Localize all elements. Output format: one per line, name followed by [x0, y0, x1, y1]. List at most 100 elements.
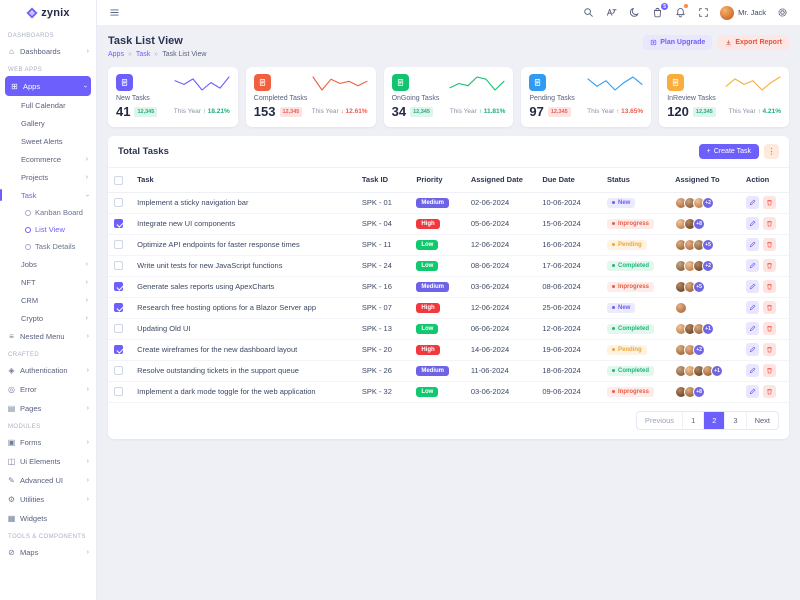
- sidebar-item-crm[interactable]: CRM ›: [0, 291, 96, 309]
- sidebar-item-nested-menu[interactable]: ≡ Nested Menu ›: [0, 327, 96, 346]
- select-all-checkbox[interactable]: [114, 175, 123, 185]
- row-checkbox[interactable]: [114, 324, 123, 334]
- edit-button[interactable]: [745, 364, 759, 378]
- column-header-task-id: Task ID: [355, 168, 411, 193]
- sidebar-item-kanban-board[interactable]: Kanban Board: [0, 204, 96, 221]
- column-header-assigned-to: Assigned To: [669, 168, 740, 193]
- stat-card-change: This Year ↑ 4.21%: [729, 108, 781, 115]
- stat-card-badge: 12,345: [134, 106, 158, 117]
- pagination-page-3[interactable]: 3: [724, 411, 745, 429]
- row-checkbox[interactable]: [114, 198, 123, 208]
- edit-button[interactable]: [745, 385, 759, 399]
- row-checkbox[interactable]: [114, 261, 123, 271]
- stat-card-change: This Year ↓ 12.61%: [312, 108, 368, 115]
- assignee-more-badge: +2: [702, 259, 715, 272]
- delete-button[interactable]: [762, 364, 776, 378]
- delete-button[interactable]: [762, 259, 776, 273]
- row-checkbox[interactable]: [114, 282, 123, 292]
- stat-card-completed-tasks: Completed Tasks 153 12,345 This Year ↓ 1…: [245, 67, 376, 127]
- breadcrumb-link[interactable]: Task: [135, 51, 151, 58]
- status-dot-icon: [612, 390, 615, 394]
- export-report-button[interactable]: Export Report: [718, 35, 789, 50]
- sidebar-item-sweet-alerts[interactable]: Sweet Alerts: [0, 132, 96, 150]
- sidebar-item-task[interactable]: Task ›: [0, 186, 96, 204]
- row-checkbox[interactable]: [114, 303, 123, 313]
- chevron-right-icon: ›: [86, 549, 89, 556]
- delete-button[interactable]: [762, 385, 776, 399]
- row-checkbox[interactable]: [114, 366, 123, 376]
- breadcrumb-link[interactable]: Apps: [108, 51, 124, 58]
- pagination-page-2[interactable]: 2: [703, 411, 725, 429]
- delete-button[interactable]: [762, 280, 776, 294]
- apps-grid-icon: ⊞: [11, 81, 18, 91]
- breadcrumb: Apps» Task» Task List View: [108, 51, 206, 58]
- edit-button[interactable]: [745, 343, 759, 357]
- brand-logo[interactable]: zynix: [0, 0, 96, 26]
- translate-icon[interactable]: [605, 6, 618, 19]
- plan-upgrade-button[interactable]: Plan Upgrade: [643, 35, 713, 50]
- sidebar-item-error[interactable]: ◎ Error ›: [0, 380, 96, 399]
- fullscreen-icon[interactable]: [697, 6, 710, 19]
- edit-button[interactable]: [745, 238, 759, 252]
- stat-card-value: 97: [529, 104, 544, 119]
- sidebar-item-jobs[interactable]: Jobs ›: [0, 255, 96, 273]
- pagination-previous[interactable]: Previous: [644, 415, 675, 425]
- sidebar-item-dashboards[interactable]: ⌂ Dashboards ›: [0, 42, 96, 61]
- pagination-page-1[interactable]: 1: [682, 411, 703, 429]
- edit-button[interactable]: [745, 196, 759, 210]
- more-options-button[interactable]: ⋮: [764, 144, 779, 159]
- breadcrumb-separator: »: [127, 51, 132, 58]
- row-checkbox[interactable]: [114, 240, 123, 250]
- edit-button[interactable]: [745, 217, 759, 231]
- row-checkbox[interactable]: [114, 387, 123, 397]
- sidebar-item-utilities[interactable]: ⚙ Utilities ›: [0, 490, 96, 509]
- delete-button[interactable]: [762, 322, 776, 336]
- sidebar-item-authentication[interactable]: ◈ Authentication ›: [0, 361, 96, 380]
- chevron-right-icon: ›: [86, 333, 89, 340]
- column-header-priority: Priority: [410, 168, 465, 193]
- sidebar-item-widgets[interactable]: ▦ Widgets: [0, 509, 96, 528]
- sidebar-item-full-calendar[interactable]: Full Calendar: [0, 96, 96, 114]
- sidebar-item-list-view[interactable]: List View: [0, 221, 96, 238]
- pagination-next[interactable]: Next: [745, 411, 778, 429]
- delete-button[interactable]: [762, 238, 776, 252]
- delete-button[interactable]: [762, 217, 776, 231]
- sidebar-item-nft[interactable]: NFT ›: [0, 273, 96, 291]
- stat-card-label: OnGoing Tasks: [391, 95, 440, 102]
- search-icon[interactable]: [582, 6, 595, 19]
- sidebar: zynix DASHBOARDS ⌂ Dashboards › WEB APPS ⊞ App…: [0, 0, 97, 600]
- sidebar-item-pages[interactable]: ▤ Pages ›: [0, 399, 96, 418]
- row-checkbox[interactable]: [114, 345, 123, 355]
- sidebar-item-maps[interactable]: ⊘ Maps ›: [0, 543, 96, 562]
- user-menu[interactable]: Mr. Jack: [720, 5, 766, 20]
- status-badge: Pending: [607, 344, 647, 355]
- create-task-button[interactable]: + Create Task: [698, 144, 759, 159]
- assignee-avatars: +8: [675, 217, 734, 230]
- edit-button[interactable]: [745, 259, 759, 273]
- edit-button[interactable]: [745, 301, 759, 315]
- sidebar-item-apps[interactable]: ⊞ Apps ›: [5, 76, 91, 96]
- sidebar-item-forms[interactable]: ▣ Forms ›: [0, 433, 96, 452]
- moon-icon[interactable]: [628, 6, 641, 19]
- delete-button[interactable]: [762, 343, 776, 357]
- delete-button[interactable]: [762, 301, 776, 315]
- bell-icon[interactable]: [674, 4, 689, 19]
- sidebar-item-ecommerce[interactable]: Ecommerce ›: [0, 150, 96, 168]
- delete-button[interactable]: [762, 196, 776, 210]
- sidebar-item-task-details[interactable]: Task Details: [0, 238, 96, 255]
- sidebar-item-projects[interactable]: Projects ›: [0, 168, 96, 186]
- cart-icon[interactable]: 5: [651, 3, 669, 19]
- sidebar-item-ui-elements[interactable]: ◫ Ui Elements ›: [0, 452, 96, 471]
- sidebar-nav: DASHBOARDS ⌂ Dashboards › WEB APPS ⊞ Apps › Full…: [0, 26, 96, 600]
- row-checkbox[interactable]: [114, 219, 123, 229]
- hamburger-menu-icon[interactable]: [108, 6, 121, 19]
- sidebar-item-advanced-ui[interactable]: ✎ Advanced UI ›: [0, 471, 96, 490]
- edit-button[interactable]: [745, 280, 759, 294]
- status-badge: Inprogress: [607, 281, 655, 292]
- sidebar-item-crypto[interactable]: Crypto ›: [0, 309, 96, 327]
- edit-button[interactable]: [745, 322, 759, 336]
- sidebar-item-label: Jobs: [21, 259, 37, 269]
- sidebar-item-gallery[interactable]: Gallery: [0, 114, 96, 132]
- settings-gear-icon[interactable]: [776, 6, 789, 19]
- priority-badge: Low: [416, 387, 439, 398]
